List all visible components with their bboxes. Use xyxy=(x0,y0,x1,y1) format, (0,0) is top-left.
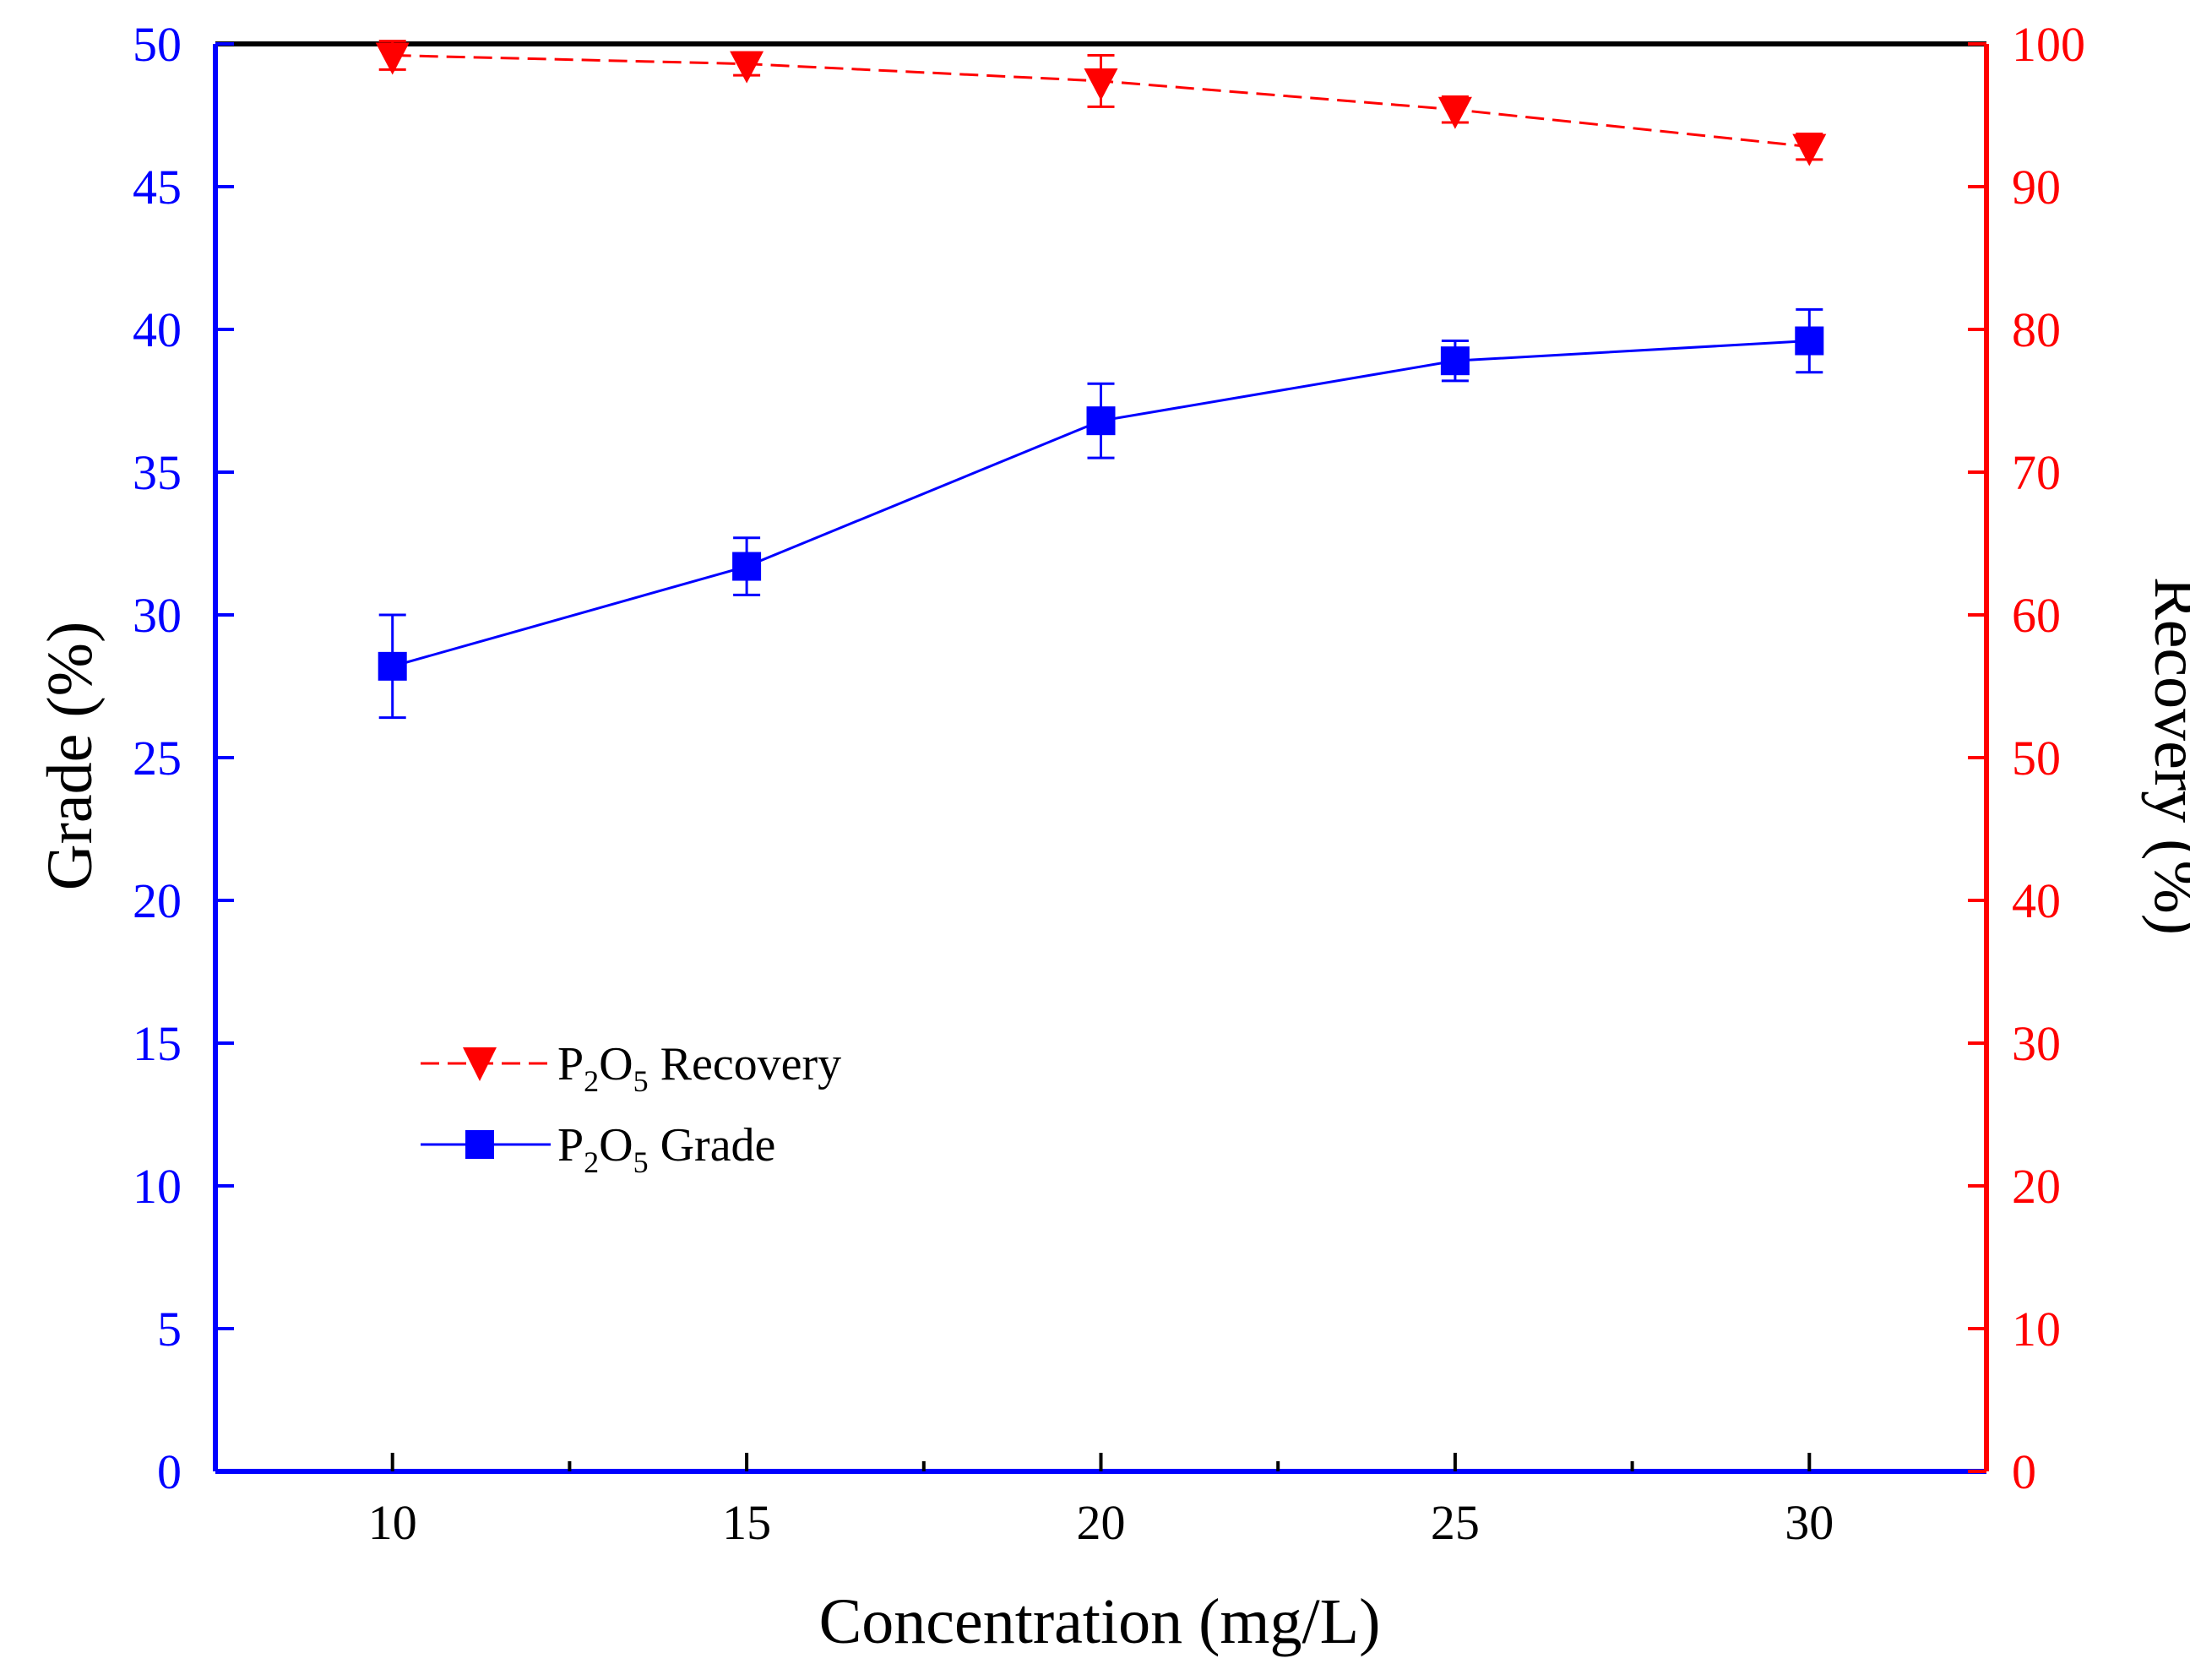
legend-grade-label: P2O5 Grade xyxy=(557,1119,775,1179)
data-point-grade xyxy=(1795,326,1824,356)
right-y-tick-label: 70 xyxy=(2012,445,2061,500)
x-tick-label: 10 xyxy=(368,1495,417,1550)
right-y-tick-label: 10 xyxy=(2012,1302,2061,1357)
x-tick-label: 15 xyxy=(722,1495,771,1550)
x-tick-label: 25 xyxy=(1431,1495,1480,1550)
right-y-tick-label: 60 xyxy=(2012,588,2061,643)
series-recovery xyxy=(375,40,1827,166)
data-point-recovery xyxy=(375,42,410,75)
data-point-grade xyxy=(1440,346,1470,376)
right-y-tick-label: 100 xyxy=(2012,17,2085,72)
left-y-tick-label: 0 xyxy=(157,1444,182,1499)
right-y-tick-label: 40 xyxy=(2012,873,2061,928)
legend: P2O5 Recovery P2O5 Grade xyxy=(421,1038,841,1179)
left-y-tick-label: 15 xyxy=(133,1016,182,1071)
right-y-tick-label: 80 xyxy=(2012,302,2061,357)
left-y-tick-label: 5 xyxy=(157,1302,182,1357)
right-y-tick-label: 30 xyxy=(2012,1016,2061,1071)
left-y-axis-title: Grade (%) xyxy=(35,622,106,891)
right-y-tick-label: 50 xyxy=(2012,731,2061,786)
data-point-recovery xyxy=(1084,68,1118,101)
x-axis-title: Concentration (mg/L) xyxy=(819,1586,1381,1657)
right-y-tick-label: 90 xyxy=(2012,160,2061,215)
legend-recovery-label: P2O5 Recovery xyxy=(557,1038,841,1098)
left-y-tick-label: 40 xyxy=(133,302,182,357)
data-point-recovery xyxy=(1437,96,1472,129)
right-y-axis-title: Recovery (%) xyxy=(2141,577,2190,935)
left-y-tick-label: 25 xyxy=(133,731,182,786)
right-y-tick-label: 0 xyxy=(2012,1444,2036,1499)
data-point-grade xyxy=(378,651,407,681)
left-y-tick-label: 20 xyxy=(133,873,182,928)
data-point-recovery xyxy=(1792,133,1827,166)
left-y-tick-label: 35 xyxy=(133,445,182,500)
x-axis-ticks: 10 15 20 25 30 xyxy=(368,1453,1834,1550)
data-point-grade xyxy=(1086,406,1116,436)
left-y-tick-label: 30 xyxy=(133,588,182,643)
legend-item-recovery: P2O5 Recovery xyxy=(421,1038,841,1098)
series-layer xyxy=(375,40,1827,720)
right-y-axis-ticks: 0 10 20 30 40 50 60 70 80 90 100 xyxy=(1968,17,2085,1499)
left-y-tick-label: 50 xyxy=(133,17,182,72)
data-point-grade xyxy=(732,552,762,581)
x-tick-label: 30 xyxy=(1785,1495,1834,1550)
right-y-tick-label: 20 xyxy=(2012,1159,2061,1214)
left-y-axis-ticks: 0 5 10 15 20 25 30 35 40 45 50 xyxy=(133,17,234,1499)
legend-recovery-marker xyxy=(463,1047,497,1081)
data-point-recovery xyxy=(730,51,764,84)
left-y-tick-label: 10 xyxy=(133,1159,182,1214)
series-grade xyxy=(378,307,1824,720)
legend-grade-marker xyxy=(465,1130,494,1159)
legend-item-grade: P2O5 Grade xyxy=(421,1119,775,1179)
left-y-tick-label: 45 xyxy=(133,160,182,215)
x-tick-label: 20 xyxy=(1077,1495,1126,1550)
